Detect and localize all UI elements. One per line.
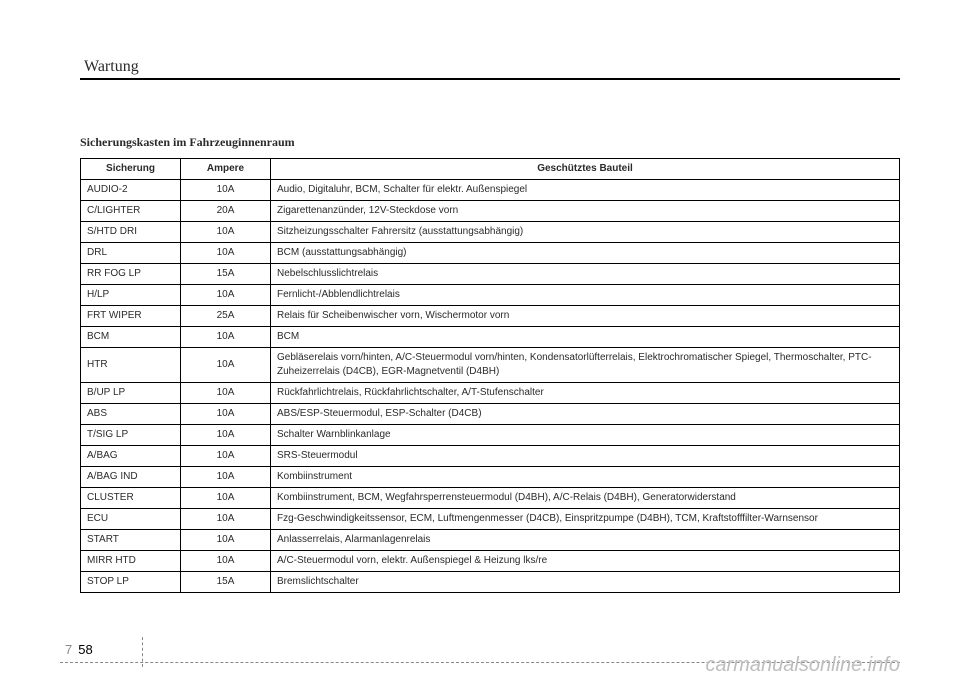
table-row: RR FOG LP15ANebelschlusslichtrelais: [81, 264, 900, 285]
cell-ampere: 10A: [181, 509, 271, 530]
cell-fuse: HTR: [81, 348, 181, 383]
cell-ampere: 10A: [181, 327, 271, 348]
col-header-component: Geschütztes Bauteil: [271, 159, 900, 180]
cell-ampere: 10A: [181, 425, 271, 446]
cell-ampere: 10A: [181, 180, 271, 201]
watermark: carmanualsonline.info: [705, 654, 900, 677]
cell-ampere: 10A: [181, 530, 271, 551]
cell-fuse: S/HTD DRI: [81, 222, 181, 243]
table-header-row: Sicherung Ampere Geschütztes Bauteil: [81, 159, 900, 180]
cell-fuse: ECU: [81, 509, 181, 530]
page-number-area: 7 58: [65, 642, 93, 657]
cell-fuse: AUDIO-2: [81, 180, 181, 201]
cell-ampere: 10A: [181, 404, 271, 425]
cell-component: Zigarettenanzünder, 12V-Steckdose vorn: [271, 201, 900, 222]
cell-ampere: 10A: [181, 383, 271, 404]
cell-component: ABS/ESP-Steuermodul, ESP-Schalter (D4CB): [271, 404, 900, 425]
cell-ampere: 10A: [181, 551, 271, 572]
table-row: ECU10AFzg-Geschwindigkeitssensor, ECM, L…: [81, 509, 900, 530]
col-header-fuse: Sicherung: [81, 159, 181, 180]
cell-ampere: 10A: [181, 222, 271, 243]
cell-component: Sitzheizungsschalter Fahrersitz (ausstat…: [271, 222, 900, 243]
cell-component: A/C-Steuermodul vorn, elektr. Außenspieg…: [271, 551, 900, 572]
table-row: T/SIG LP10ASchalter Warnblinkanlage: [81, 425, 900, 446]
fuse-table: Sicherung Ampere Geschütztes Bauteil AUD…: [80, 158, 900, 593]
table-row: C/LIGHTER20AZigarettenanzünder, 12V-Stec…: [81, 201, 900, 222]
cell-fuse: MIRR HTD: [81, 551, 181, 572]
cell-component: Kombiinstrument, BCM, Wegfahrsperrensteu…: [271, 488, 900, 509]
cell-fuse: STOP LP: [81, 572, 181, 593]
section-header: Wartung: [80, 58, 900, 76]
table-row: H/LP10AFernlicht-/Abblendlichtrelais: [81, 285, 900, 306]
cell-ampere: 10A: [181, 488, 271, 509]
cell-component: Relais für Scheibenwischer vorn, Wischer…: [271, 306, 900, 327]
table-row: S/HTD DRI10ASitzheizungsschalter Fahrers…: [81, 222, 900, 243]
cell-ampere: 10A: [181, 467, 271, 488]
table-row: HTR10AGebläserelais vorn/hinten, A/C-Ste…: [81, 348, 900, 383]
cell-fuse: CLUSTER: [81, 488, 181, 509]
cell-ampere: 25A: [181, 306, 271, 327]
cell-fuse: DRL: [81, 243, 181, 264]
table-row: CLUSTER10AKombiinstrument, BCM, Wegfahrs…: [81, 488, 900, 509]
cell-fuse: A/BAG IND: [81, 467, 181, 488]
cell-component: Gebläserelais vorn/hinten, A/C-Steuermod…: [271, 348, 900, 383]
col-header-ampere: Ampere: [181, 159, 271, 180]
cell-component: BCM (ausstattungsabhängig): [271, 243, 900, 264]
cell-component: Nebelschlusslichtrelais: [271, 264, 900, 285]
page-container: Wartung Sicherungskasten im Fahrzeuginne…: [0, 0, 960, 689]
cell-ampere: 10A: [181, 348, 271, 383]
page-chapter: 7: [65, 642, 72, 657]
cell-component: Rückfahrlichtrelais, Rückfahrlichtschalt…: [271, 383, 900, 404]
cell-component: Audio, Digitaluhr, BCM, Schalter für ele…: [271, 180, 900, 201]
cell-ampere: 10A: [181, 446, 271, 467]
table-row: START10AAnlasserrelais, Alarmanlagenrela…: [81, 530, 900, 551]
cell-component: Schalter Warnblinkanlage: [271, 425, 900, 446]
cell-ampere: 15A: [181, 572, 271, 593]
table-row: FRT WIPER25ARelais für Scheibenwischer v…: [81, 306, 900, 327]
table-row: MIRR HTD10AA/C-Steuermodul vorn, elektr.…: [81, 551, 900, 572]
cell-fuse: BCM: [81, 327, 181, 348]
table-row: A/BAG IND10AKombiinstrument: [81, 467, 900, 488]
cell-component: BCM: [271, 327, 900, 348]
cell-component: SRS-Steuermodul: [271, 446, 900, 467]
cell-fuse: ABS: [81, 404, 181, 425]
cell-fuse: C/LIGHTER: [81, 201, 181, 222]
cell-fuse: T/SIG LP: [81, 425, 181, 446]
cell-fuse: RR FOG LP: [81, 264, 181, 285]
table-row: ABS10AABS/ESP-Steuermodul, ESP-Schalter …: [81, 404, 900, 425]
table-row: AUDIO-210AAudio, Digitaluhr, BCM, Schalt…: [81, 180, 900, 201]
cell-fuse: START: [81, 530, 181, 551]
cell-component: Fzg-Geschwindigkeitssensor, ECM, Luftmen…: [271, 509, 900, 530]
cell-component: Fernlicht-/Abblendlichtrelais: [271, 285, 900, 306]
table-row: DRL10ABCM (ausstattungsabhängig): [81, 243, 900, 264]
cell-fuse: FRT WIPER: [81, 306, 181, 327]
cell-fuse: H/LP: [81, 285, 181, 306]
cell-fuse: A/BAG: [81, 446, 181, 467]
table-title: Sicherungskasten im Fahrzeuginnenraum: [80, 135, 900, 150]
cell-ampere: 20A: [181, 201, 271, 222]
cell-component: Bremslichtschalter: [271, 572, 900, 593]
table-row: B/UP LP10ARückfahrlichtrelais, Rückfahrl…: [81, 383, 900, 404]
cell-ampere: 10A: [181, 243, 271, 264]
table-row: STOP LP15ABremslichtschalter: [81, 572, 900, 593]
page-number: 58: [78, 642, 92, 657]
table-row: A/BAG10ASRS-Steuermodul: [81, 446, 900, 467]
cell-component: Anlasserrelais, Alarmanlagenrelais: [271, 530, 900, 551]
table-row: BCM10ABCM: [81, 327, 900, 348]
cell-component: Kombiinstrument: [271, 467, 900, 488]
cell-fuse: B/UP LP: [81, 383, 181, 404]
header-divider: [80, 78, 900, 80]
cell-ampere: 15A: [181, 264, 271, 285]
cell-ampere: 10A: [181, 285, 271, 306]
vertical-dash: [142, 637, 143, 667]
